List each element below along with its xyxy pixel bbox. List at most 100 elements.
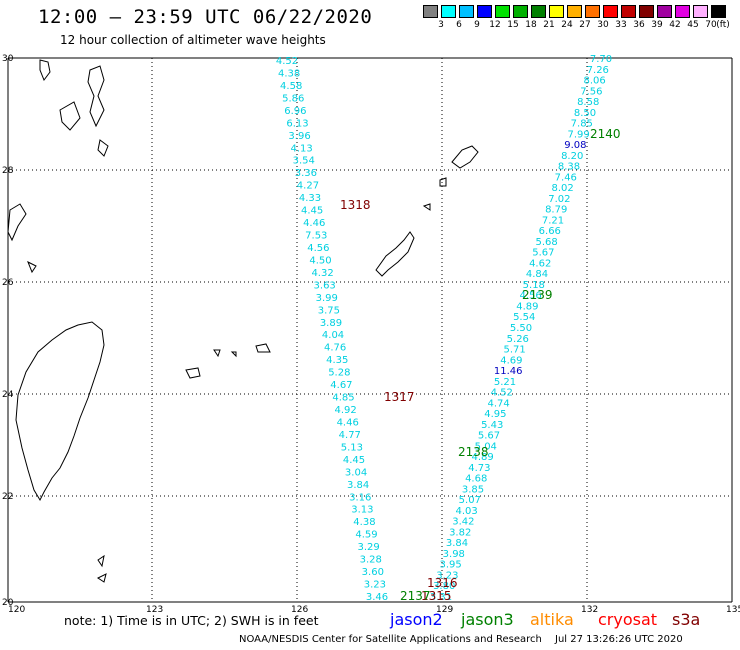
wave-height-label: 5.13 [341, 442, 363, 453]
wave-height-label: 4.76 [324, 343, 346, 354]
wave-height-label: 4.45 [343, 455, 365, 466]
wave-height-label: 3.80 [433, 581, 455, 592]
wave-height-label: 4.67 [330, 380, 352, 391]
wave-height-label: 3.60 [362, 567, 384, 578]
chart-subtitle: 12 hour collection of altimeter wave hei… [60, 33, 326, 47]
wave-height-label: 6.96 [284, 106, 306, 117]
legend-swatch [477, 5, 492, 18]
wave-height-label: 3.54 [293, 156, 315, 167]
legend-label: 33 [615, 20, 627, 30]
wave-height-label: 9.08 [564, 140, 586, 151]
wave-height-label: 6.66 [539, 226, 561, 237]
wave-height-label: 3.04 [345, 467, 367, 478]
wave-height-label: 3.95 [439, 560, 461, 571]
wave-height-label: 4.74 [487, 398, 509, 409]
wave-height-label: 4.52 [276, 56, 298, 67]
legend-swatch [549, 5, 564, 18]
legend-jason2: jason2 [390, 610, 443, 629]
wave-height-label: 4.68 [465, 474, 487, 485]
wave-height-label: 3.36 [295, 168, 317, 179]
pass-label-2137: 2137 [400, 589, 431, 603]
wave-height-label: 4.03 [455, 506, 477, 517]
legend-label: 18 [525, 20, 537, 30]
wave-height-label: 3.23 [364, 580, 386, 591]
legend-label: 42 [669, 20, 681, 30]
wave-height-label: 7.99 [567, 129, 589, 140]
wave-height-label: 3.46 [366, 592, 388, 603]
legend-label: 21 [543, 20, 555, 30]
wave-height-label: 4.32 [311, 268, 333, 279]
timestamp: Jul 27 13:26:26 UTC 2020 [555, 634, 683, 645]
wave-height-label: 4.27 [297, 181, 319, 192]
wave-height-label: 5.71 [503, 345, 525, 356]
legend-label: (ft) [716, 20, 730, 30]
wave-height-label: 4.77 [339, 430, 361, 441]
wave-height-label: 5.04 [475, 441, 497, 452]
legend-swatch [711, 5, 726, 18]
wave-height-label: 3.96 [288, 131, 310, 142]
wave-height-label: 7.85 [571, 119, 593, 130]
wave-height-label: 5.43 [481, 420, 503, 431]
wave-height-label: 4.56 [307, 243, 329, 254]
wave-height-label: 5.86 [282, 93, 304, 104]
legend-label: 6 [456, 20, 462, 30]
wave-height-label: 4.84 [526, 269, 548, 280]
legend-swatch [567, 5, 582, 18]
lon-tick-label: 129 [436, 605, 453, 615]
wave-height-label: 4.56 [519, 291, 541, 302]
legend-swatch [603, 5, 618, 18]
pass-label-1316: 1316 [427, 576, 458, 590]
lat-lon-grid [7, 57, 733, 603]
pass-label-2138: 2138 [458, 445, 489, 459]
wave-height-label: 4.45 [301, 206, 323, 217]
legend-label: 15 [507, 20, 519, 30]
legend-swatch [459, 5, 474, 18]
legend-swatch [657, 5, 672, 18]
footer-note: note: 1) Time is in UTC; 2) SWH is in fe… [64, 613, 319, 628]
legend-label: 36 [633, 20, 645, 30]
legend-swatch [693, 5, 708, 18]
axis-tick-labels: 120 123 126 129 132 135 30 28 26 24 22 20 [2, 54, 740, 615]
wave-height-label: 4.89 [516, 301, 538, 312]
pass-label-1317: 1317 [384, 390, 415, 404]
wave-height-label: 4.35 [326, 355, 348, 366]
wave-height-label: 8.58 [577, 97, 599, 108]
wave-height-label: 5.50 [510, 323, 532, 334]
wave-height-label: 7.46 [555, 172, 577, 183]
wave-height-label: 7.70 [590, 54, 612, 65]
legend-swatch [585, 5, 600, 18]
sakishima-islands [185, 343, 271, 379]
wave-height-label: 4.69 [500, 355, 522, 366]
credit-line: NOAA/NESDIS Center for Satellite Applica… [239, 634, 542, 645]
wave-height-label: 7.02 [548, 194, 570, 205]
chart-title: 12:00 – 23:59 UTC 06/22/2020 [38, 6, 373, 28]
wave-height-label: 8.38 [558, 162, 580, 173]
wave-height-label: 5.26 [507, 334, 529, 345]
wave-height-label: 3.28 [360, 555, 382, 566]
legend-swatch [423, 5, 438, 18]
lat-tick-label: 26 [2, 278, 14, 288]
wave-height-label: 4.33 [299, 193, 321, 204]
wave-height-label: 7.21 [542, 215, 564, 226]
wave-height-label: 3.75 [318, 305, 340, 316]
wave-height-label: 3.84 [446, 538, 468, 549]
lon-tick-label: 126 [291, 605, 308, 615]
amami-coast [451, 145, 479, 169]
legend-cryosat: cryosat [598, 610, 658, 629]
okinawa-coast [375, 231, 415, 277]
lat-tick-label: 20 [2, 598, 14, 608]
wave-height-label: 4.38 [278, 68, 300, 79]
wave-height-label: 3.84 [347, 480, 369, 491]
wave-height-label: 8.50 [574, 108, 596, 119]
legend-altika: altika [530, 610, 574, 629]
wave-height-label: 8.02 [551, 183, 573, 194]
wave-height-label: 4.52 [491, 388, 513, 399]
wave-height-label: 3.16 [349, 492, 371, 503]
legend-jason3: jason3 [461, 610, 514, 629]
legend-swatch [639, 5, 654, 18]
legend-swatch [675, 5, 690, 18]
legend-swatch [621, 5, 636, 18]
wave-height-label: 4.38 [353, 517, 375, 528]
